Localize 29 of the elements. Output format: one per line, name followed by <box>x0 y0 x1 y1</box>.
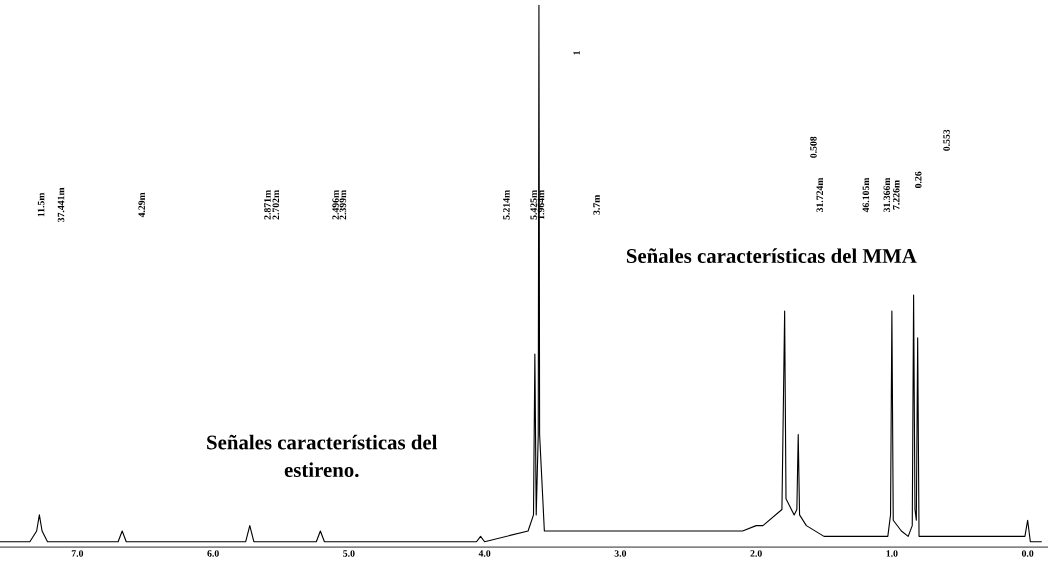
annotation: 4.29m <box>138 192 145 218</box>
annotation: 2.496m <box>332 190 339 220</box>
annotation: 0.508 <box>810 136 817 158</box>
annotation: 0.553 <box>943 129 950 151</box>
x-tick-label: 4.0 <box>478 550 491 557</box>
annotation: 1.964m <box>537 190 545 220</box>
annotation: 5.214m <box>503 190 510 220</box>
annotation: 31.366m <box>883 177 891 213</box>
x-tick-label: 3.0 <box>614 550 627 557</box>
annotation: 1 <box>573 51 580 55</box>
annotation: 46.105m <box>862 177 870 213</box>
x-tick-label: 1.0 <box>886 550 898 557</box>
annotation: 2.399m <box>339 190 347 220</box>
annotation: 2.871m <box>264 190 271 220</box>
annotation: 11.5m <box>37 192 45 217</box>
annotation: 0.26 <box>914 171 922 188</box>
annotation: 2.702m <box>272 190 280 220</box>
x-tick-label: 2.0 <box>750 550 762 557</box>
annotation: 7.226m <box>892 180 900 210</box>
annotation: 5.425m <box>530 190 537 220</box>
x-tick-label: 7.0 <box>71 550 84 557</box>
annotation: Señales características del MMA <box>626 248 917 264</box>
annotation: Señales características del estireno. <box>207 434 438 478</box>
x-tick-label: 0.0 <box>1021 550 1034 557</box>
x-tick-label: 6.0 <box>207 550 219 557</box>
x-tick-label: 5.0 <box>343 550 355 557</box>
annotation: 3.7m <box>593 194 600 215</box>
annotation: 37.441m <box>57 187 65 222</box>
annotation: 31.724m <box>816 177 824 213</box>
